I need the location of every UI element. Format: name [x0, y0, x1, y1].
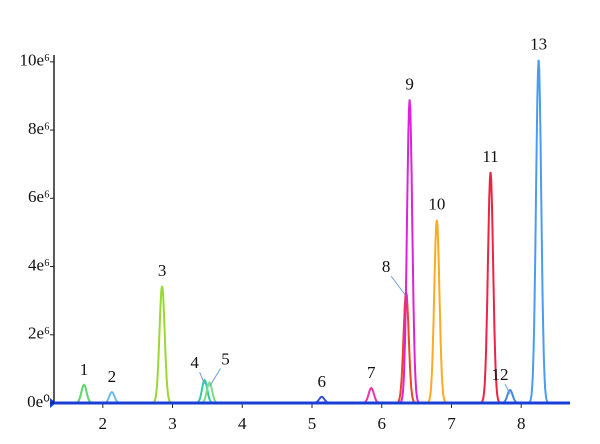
peak-label: 12: [492, 365, 509, 384]
y-tick-label: 6e⁶: [28, 187, 50, 206]
peak-label: 4: [190, 353, 199, 372]
peak-label: 1: [80, 360, 89, 379]
peak: [101, 390, 123, 404]
peak-label: 7: [367, 363, 376, 382]
y-tick-label: 8e⁶: [28, 119, 50, 138]
x-tick-label: 2: [99, 414, 108, 433]
peak: [527, 59, 550, 404]
x-tick-label: 4: [238, 414, 247, 433]
peak-label: 13: [530, 35, 547, 54]
leader-line: [199, 371, 206, 385]
y-tick-label: 2e⁶: [28, 324, 50, 343]
peak: [151, 285, 173, 404]
x-tick-label: 8: [517, 414, 526, 433]
peak-label: 11: [482, 147, 498, 166]
x-tick-label: 6: [377, 414, 386, 433]
peak-label: 6: [318, 372, 327, 391]
y-tick-label: 4e⁶: [28, 255, 50, 274]
peak-label: 10: [428, 195, 445, 214]
peak: [479, 171, 502, 404]
peak-label: 9: [405, 74, 414, 93]
peak: [73, 383, 95, 404]
x-tick-label: 3: [168, 414, 177, 433]
peak: [360, 386, 382, 404]
leader-line: [209, 368, 221, 387]
leader-line: [504, 383, 511, 395]
peak: [398, 99, 421, 404]
peak-label: 3: [158, 261, 167, 280]
peak-label: 2: [108, 367, 117, 386]
peak-label: 8: [382, 257, 391, 276]
leader-line: [390, 275, 407, 297]
x-tick-label: 5: [308, 414, 317, 433]
x-tick-label: 7: [447, 414, 456, 433]
y-tick-label: 0e⁰: [27, 392, 50, 411]
peak: [426, 219, 448, 404]
y-tick-label: 10e⁶: [20, 51, 51, 70]
peak: [499, 388, 521, 404]
peak-label: 5: [221, 349, 230, 368]
